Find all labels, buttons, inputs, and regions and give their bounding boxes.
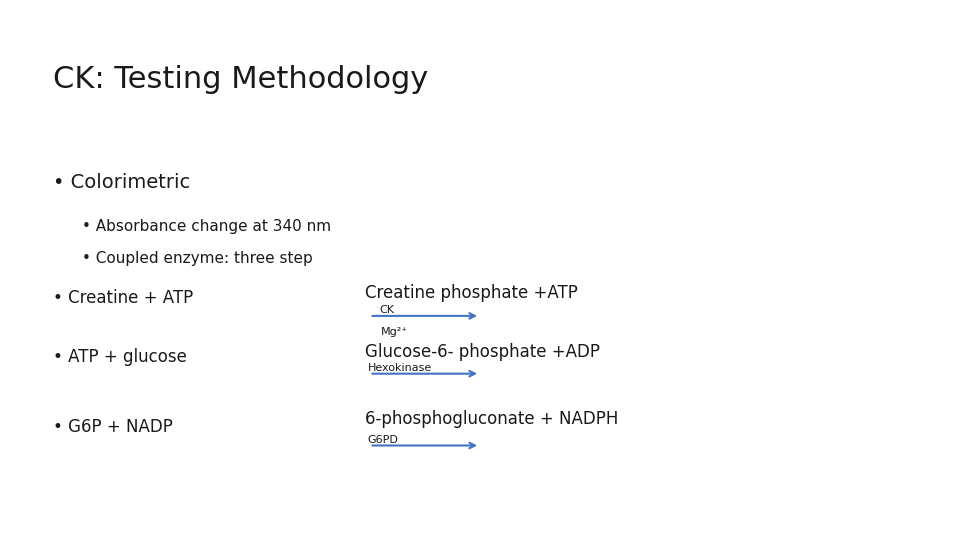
Text: CK: Testing Methodology: CK: Testing Methodology xyxy=(53,65,428,94)
Text: CK: CK xyxy=(379,305,395,315)
Text: • Colorimetric: • Colorimetric xyxy=(53,173,190,192)
Text: • Coupled enzyme: three step: • Coupled enzyme: three step xyxy=(82,251,312,266)
Text: G6PD: G6PD xyxy=(368,435,398,445)
Text: • Creatine + ATP: • Creatine + ATP xyxy=(53,289,193,307)
Text: Glucose-6- phosphate +ADP: Glucose-6- phosphate +ADP xyxy=(365,343,600,361)
Text: • ATP + glucose: • ATP + glucose xyxy=(53,348,186,366)
Text: • G6P + NADP: • G6P + NADP xyxy=(53,418,173,436)
Text: • Absorbance change at 340 nm: • Absorbance change at 340 nm xyxy=(82,219,331,234)
Text: Hexokinase: Hexokinase xyxy=(368,363,432,373)
Text: Creatine phosphate +ATP: Creatine phosphate +ATP xyxy=(365,284,578,301)
Text: Mg²⁺: Mg²⁺ xyxy=(381,327,408,337)
Text: 6-phosphogluconate + NADPH: 6-phosphogluconate + NADPH xyxy=(365,410,618,428)
